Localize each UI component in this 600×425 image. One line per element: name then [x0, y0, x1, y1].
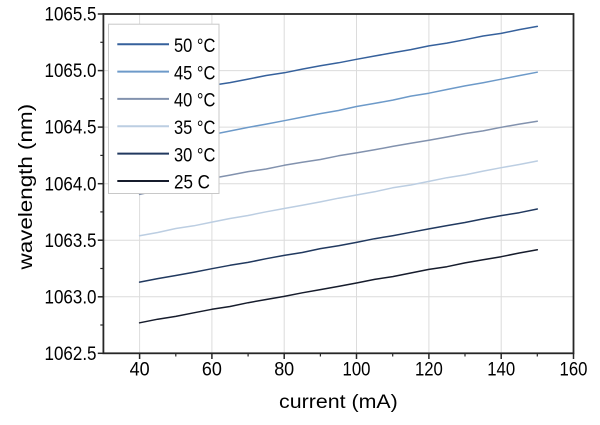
svg-text:80: 80: [274, 359, 294, 380]
svg-text:1065.5: 1065.5: [45, 5, 97, 26]
svg-text:25 C: 25 C: [174, 172, 210, 194]
svg-text:1062.5: 1062.5: [45, 344, 97, 365]
svg-text:1064.0: 1064.0: [45, 174, 97, 195]
svg-text:120: 120: [415, 359, 443, 380]
svg-text:100: 100: [343, 359, 371, 380]
svg-text:1064.5: 1064.5: [45, 118, 97, 139]
svg-text:35 °C: 35 °C: [174, 117, 215, 139]
svg-text:1063.0: 1063.0: [45, 287, 97, 308]
svg-text:1065.0: 1065.0: [45, 61, 97, 82]
svg-text:current (mA): current (mA): [279, 392, 398, 413]
svg-text:140: 140: [487, 359, 515, 380]
svg-text:50 °C: 50 °C: [174, 35, 215, 57]
svg-text:1063.5: 1063.5: [45, 231, 97, 252]
svg-text:60: 60: [202, 359, 222, 380]
svg-text:45 °C: 45 °C: [174, 62, 215, 84]
svg-text:40 °C: 40 °C: [174, 90, 215, 112]
svg-text:wavelength (nm): wavelength (nm): [16, 104, 37, 271]
svg-text:30 °C: 30 °C: [174, 144, 215, 166]
svg-text:160: 160: [560, 359, 588, 380]
svg-text:40: 40: [130, 359, 150, 380]
